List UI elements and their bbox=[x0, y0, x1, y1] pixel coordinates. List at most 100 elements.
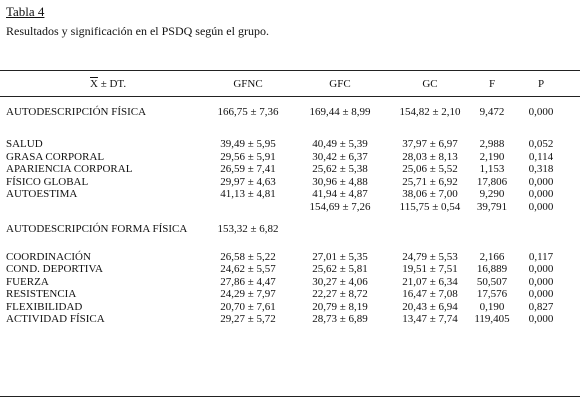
cell-f: 119,405 bbox=[474, 313, 510, 325]
cell-gfnc: 24,29 ± 7,97 bbox=[220, 288, 276, 300]
cell-gfc: 27,01 ± 5,35 bbox=[312, 250, 368, 263]
header-stat: X ± DT. bbox=[90, 78, 126, 90]
cell-gfc: 25,62 ± 5,38 bbox=[312, 163, 368, 175]
table-row: FÍSICO GLOBAL 29,97 ± 4,63 30,96 ± 4,88 … bbox=[0, 176, 580, 189]
cell-p: 0,000 bbox=[528, 175, 554, 188]
header-stat-symbol: X bbox=[90, 78, 98, 90]
header-f: F bbox=[488, 78, 496, 90]
header-gfnc: GFNC bbox=[233, 78, 263, 90]
row-label: AUTODESCRIPCIÓN FORMA FÍSICA bbox=[6, 222, 188, 235]
cell-gfc: 30,96 ± 4,88 bbox=[312, 175, 368, 188]
cell-gfnc: 29,56 ± 5,91 bbox=[220, 150, 276, 163]
cell-gfc: 22,27 ± 8,72 bbox=[312, 288, 368, 300]
cell-gfnc: 41,13 ± 4,81 bbox=[220, 188, 276, 200]
cell-p: 0,318 bbox=[528, 163, 554, 175]
cell-gfc: 30,42 ± 6,37 bbox=[312, 150, 368, 163]
table-row: GRASA CORPORAL 29,56 ± 5,91 30,42 ± 6,37… bbox=[0, 151, 580, 164]
cell-gfc: 30,27 ± 4,06 bbox=[312, 275, 368, 288]
cell-p: 0,117 bbox=[528, 250, 554, 263]
table-row: APARIENCIA CORPORAL 26,59 ± 7,41 25,62 ±… bbox=[0, 163, 580, 176]
table-row: AUTODESCRIPCIÓN FÍSICA 166,75 ± 7,36 169… bbox=[0, 106, 580, 128]
cell-p: 0,000 bbox=[528, 288, 554, 300]
row-label: ACTIVIDAD FÍSICA bbox=[6, 313, 105, 325]
cell-gc: 115,75 ± 0,54 bbox=[399, 200, 461, 213]
cell-f: 17,806 bbox=[476, 175, 508, 188]
header-gc: GC bbox=[422, 78, 438, 90]
table-row: FUERZA 27,86 ± 4,47 30,27 ± 4,06 21,07 ±… bbox=[0, 276, 580, 289]
cell-gfnc: 26,58 ± 5,22 bbox=[220, 250, 276, 263]
cell-gfc: 20,79 ± 8,19 bbox=[312, 300, 368, 313]
table-row: COND. DEPORTIVA 24,62 ± 5,57 25,62 ± 5,8… bbox=[0, 263, 580, 276]
cell-f: 9,290 bbox=[479, 188, 505, 200]
cell-gc: 24,79 ± 5,53 bbox=[402, 250, 458, 263]
cell-f: 17,576 bbox=[476, 288, 508, 300]
cell-f: 2,166 bbox=[479, 250, 505, 263]
row-label: FLEXIBILIDAD bbox=[6, 300, 83, 313]
cell-gfnc: 20,70 ± 7,61 bbox=[220, 300, 276, 313]
cell-f: 39,791 bbox=[476, 200, 508, 213]
table-label: Tabla 4 bbox=[6, 4, 45, 19]
cell-f: 2,190 bbox=[479, 150, 505, 163]
row-label: FUERZA bbox=[6, 275, 49, 288]
header-gfc: GFC bbox=[329, 78, 351, 90]
cell-f: 0,190 bbox=[479, 300, 505, 313]
cell-gc: 25,06 ± 5,52 bbox=[402, 163, 458, 175]
cell-gc: 16,47 ± 7,08 bbox=[402, 288, 458, 300]
cell-gc: 37,97 ± 6,97 bbox=[402, 138, 458, 150]
table-row: 154,69 ± 7,26 115,75 ± 0,54 39,791 0,000 bbox=[0, 201, 580, 223]
cell-f: 2,988 bbox=[479, 138, 505, 150]
cell-f: 16,889 bbox=[476, 263, 508, 275]
row-label: SALUD bbox=[6, 138, 43, 150]
row-label: AUTOESTIMA bbox=[6, 188, 78, 200]
cell-gc: 13,47 ± 7,74 bbox=[402, 313, 458, 325]
row-label: APARIENCIA CORPORAL bbox=[6, 163, 133, 175]
cell-gfc: 25,62 ± 5,81 bbox=[312, 263, 368, 275]
header-rule bbox=[0, 96, 580, 97]
cell-f: 1,153 bbox=[479, 163, 505, 175]
cell-p: 0,000 bbox=[528, 263, 554, 275]
cell-f: 50,507 bbox=[476, 275, 508, 288]
row-label: FÍSICO GLOBAL bbox=[6, 175, 89, 188]
cell-gc: 21,07 ± 6,34 bbox=[402, 275, 458, 288]
cell-p: 0,000 bbox=[528, 313, 554, 325]
cell-gfnc: 29,97 ± 4,63 bbox=[220, 175, 276, 188]
table-header: X ± DT. GFNC GFC GC F P bbox=[0, 78, 580, 94]
cell-gfnc: 26,59 ± 7,41 bbox=[220, 163, 276, 175]
cell-p: 0,000 bbox=[528, 275, 554, 288]
cell-gfnc: 39,49 ± 5,95 bbox=[220, 138, 276, 150]
cell-f: 9,472 bbox=[479, 106, 505, 118]
table-row: FLEXIBILIDAD 20,70 ± 7,61 20,79 ± 8,19 2… bbox=[0, 301, 580, 314]
row-label: RESISTENCIA bbox=[6, 288, 77, 300]
row-label: COND. DEPORTIVA bbox=[6, 263, 103, 275]
table-title: Resultados y significación en el PSDQ se… bbox=[6, 24, 269, 38]
cell-p: 0,000 bbox=[528, 200, 554, 213]
cell-gc: 25,71 ± 6,92 bbox=[402, 175, 458, 188]
cell-gfc: 40,49 ± 5,39 bbox=[312, 138, 368, 150]
cell-gfnc: 24,62 ± 5,57 bbox=[220, 263, 276, 275]
table-row: SALUD 39,49 ± 5,95 40,49 ± 5,39 37,97 ± … bbox=[0, 138, 580, 151]
cell-gfnc: 29,27 ± 5,72 bbox=[220, 313, 276, 325]
cell-gfc: 41,94 ± 4,87 bbox=[312, 188, 368, 200]
cell-p: 0,052 bbox=[528, 138, 554, 150]
cell-p: 0,827 bbox=[528, 300, 554, 313]
header-p: P bbox=[537, 78, 545, 90]
cell-gc: 19,51 ± 7,51 bbox=[402, 263, 458, 275]
table-row: ACTIVIDAD FÍSICA 29,27 ± 5,72 28,73 ± 6,… bbox=[0, 313, 580, 326]
cell-gfnc: 153,32 ± 6,82 bbox=[217, 222, 279, 235]
cell-gfnc: 27,86 ± 4,47 bbox=[220, 275, 276, 288]
cell-gfc: 169,44 ± 8,99 bbox=[309, 106, 371, 118]
table-row: AUTODESCRIPCIÓN FORMA FÍSICA 153,32 ± 6,… bbox=[0, 223, 580, 245]
cell-gc: 154,82 ± 2,10 bbox=[399, 106, 461, 118]
cell-gfnc: 166,75 ± 7,36 bbox=[217, 106, 279, 118]
table-row: AUTOESTIMA 41,13 ± 4,81 41,94 ± 4,87 38,… bbox=[0, 188, 580, 201]
cell-p: 0,000 bbox=[528, 188, 554, 200]
cell-gc: 38,06 ± 7,00 bbox=[402, 188, 458, 200]
bottom-rule bbox=[0, 396, 580, 397]
cell-p: 0,114 bbox=[528, 150, 554, 163]
cell-gfc: 28,73 ± 6,89 bbox=[312, 313, 368, 325]
cell-p: 0,000 bbox=[528, 106, 554, 118]
row-label: GRASA CORPORAL bbox=[6, 150, 105, 163]
table-row: RESISTENCIA 24,29 ± 7,97 22,27 ± 8,72 16… bbox=[0, 288, 580, 301]
header-stat-rest: ± DT. bbox=[97, 78, 127, 90]
cell-gfc: 154,69 ± 7,26 bbox=[309, 200, 371, 213]
